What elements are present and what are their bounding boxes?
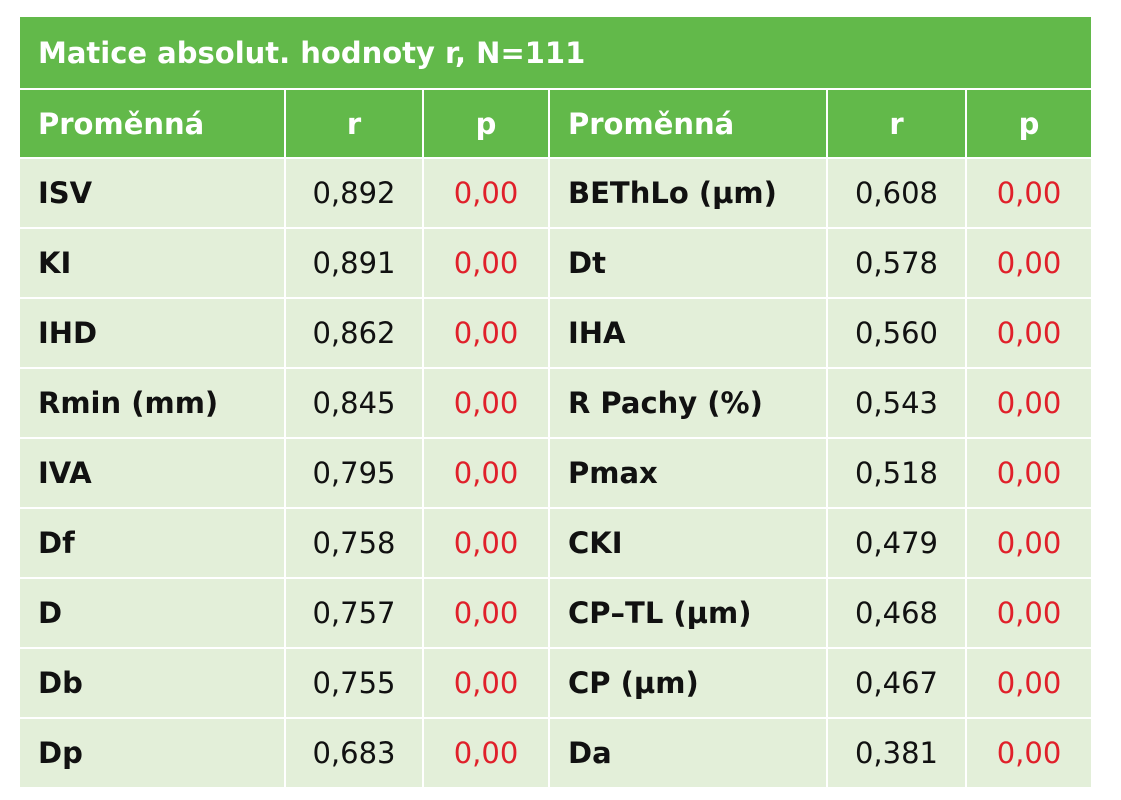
p-value-cell: 0,00: [422, 227, 550, 299]
r-value-cell: 0,479: [826, 507, 967, 579]
table-row: IHD 0,862 0,00 IHA 0,560 0,00: [18, 297, 1093, 369]
p-value-cell: 0,00: [422, 157, 550, 229]
r-value-cell: 0,891: [284, 227, 424, 299]
r-value-cell: 0,757: [284, 577, 424, 649]
p-value-cell: 0,00: [965, 507, 1093, 579]
header-cell: p: [965, 88, 1093, 159]
variable-cell: Rmin (mm): [18, 367, 286, 439]
table-container: Matice absolut. hodnoty r, N=111 Proměnn…: [18, 15, 1093, 789]
table-row: IVA 0,795 0,00 Pmax 0,518 0,00: [18, 437, 1093, 509]
r-value-cell: 0,845: [284, 367, 424, 439]
p-value-cell: 0,00: [965, 157, 1093, 229]
p-value-cell: 0,00: [965, 717, 1093, 789]
table-row: Df 0,758 0,00 CKI 0,479 0,00: [18, 507, 1093, 579]
r-value-cell: 0,892: [284, 157, 424, 229]
p-value-cell: 0,00: [422, 367, 550, 439]
r-value-cell: 0,560: [826, 297, 967, 369]
r-value-cell: 0,795: [284, 437, 424, 509]
r-value-cell: 0,578: [826, 227, 967, 299]
variable-cell: Db: [18, 647, 286, 719]
table-row: KI 0,891 0,00 Dt 0,578 0,00: [18, 227, 1093, 299]
table-row: Db 0,755 0,00 CP (µm) 0,467 0,00: [18, 647, 1093, 719]
r-value-cell: 0,862: [284, 297, 424, 369]
r-value-cell: 0,755: [284, 647, 424, 719]
header-cell: r: [284, 88, 424, 159]
p-value-cell: 0,00: [965, 227, 1093, 299]
variable-cell: CKI: [548, 507, 828, 579]
variable-cell: IHA: [548, 297, 828, 369]
variable-cell: Dt: [548, 227, 828, 299]
p-value-cell: 0,00: [965, 297, 1093, 369]
variable-cell: Da: [548, 717, 828, 789]
correlation-table: Matice absolut. hodnoty r, N=111 Proměnn…: [18, 15, 1093, 789]
p-value-cell: 0,00: [422, 437, 550, 509]
r-value-cell: 0,468: [826, 577, 967, 649]
table-row: Rmin (mm) 0,845 0,00 R Pachy (%) 0,543 0,00: [18, 367, 1093, 439]
variable-cell: BEThLo (µm): [548, 157, 828, 229]
p-value-cell: 0,00: [965, 577, 1093, 649]
variable-cell: Df: [18, 507, 286, 579]
r-value-cell: 0,608: [826, 157, 967, 229]
variable-cell: CP (µm): [548, 647, 828, 719]
r-value-cell: 0,518: [826, 437, 967, 509]
table-title: Matice absolut. hodnoty r, N=111: [18, 15, 1093, 90]
p-value-cell: 0,00: [422, 717, 550, 789]
variable-cell: CP–TL (µm): [548, 577, 828, 649]
table-row: Dp 0,683 0,00 Da 0,381 0,00: [18, 717, 1093, 789]
p-value-cell: 0,00: [422, 577, 550, 649]
header-cell: p: [422, 88, 550, 159]
variable-cell: ISV: [18, 157, 286, 229]
variable-cell: IHD: [18, 297, 286, 369]
header-cell: r: [826, 88, 967, 159]
header-row: Proměnná r p Proměnná r p: [18, 88, 1093, 159]
variable-cell: Dp: [18, 717, 286, 789]
table-row: D 0,757 0,00 CP–TL (µm) 0,468 0,00: [18, 577, 1093, 649]
p-value-cell: 0,00: [965, 437, 1093, 509]
r-value-cell: 0,381: [826, 717, 967, 789]
p-value-cell: 0,00: [422, 647, 550, 719]
variable-cell: D: [18, 577, 286, 649]
variable-cell: IVA: [18, 437, 286, 509]
r-value-cell: 0,543: [826, 367, 967, 439]
variable-cell: Pmax: [548, 437, 828, 509]
variable-cell: KI: [18, 227, 286, 299]
table-body: ISV 0,892 0,00 BEThLo (µm) 0,608 0,00 KI 0,891 0…: [18, 157, 1093, 789]
table-row: ISV 0,892 0,00 BEThLo (µm) 0,608 0,00: [18, 157, 1093, 229]
header-cell: Proměnná: [18, 88, 286, 159]
p-value-cell: 0,00: [422, 507, 550, 579]
r-value-cell: 0,758: [284, 507, 424, 579]
p-value-cell: 0,00: [965, 647, 1093, 719]
p-value-cell: 0,00: [422, 297, 550, 369]
variable-cell: R Pachy (%): [548, 367, 828, 439]
header-cell: Proměnná: [548, 88, 828, 159]
r-value-cell: 0,467: [826, 647, 967, 719]
p-value-cell: 0,00: [965, 367, 1093, 439]
r-value-cell: 0,683: [284, 717, 424, 789]
